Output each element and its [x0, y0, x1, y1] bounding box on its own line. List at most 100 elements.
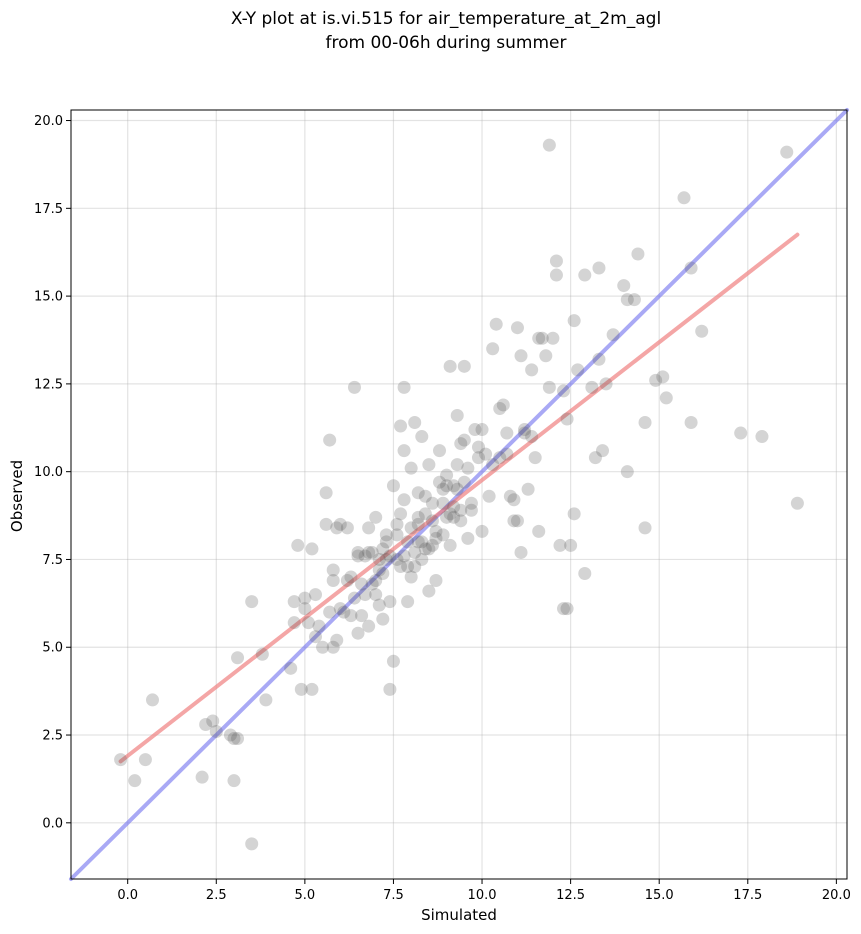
- data-point: [365, 577, 379, 591]
- data-point: [344, 570, 358, 584]
- data-point: [231, 651, 245, 665]
- data-point: [383, 549, 397, 563]
- y-tick-label: 5.0: [42, 641, 63, 656]
- data-point: [464, 496, 478, 510]
- y-tick-label: 10.0: [34, 465, 63, 480]
- data-point: [638, 521, 652, 535]
- data-point: [429, 574, 443, 588]
- data-point: [468, 423, 482, 437]
- data-point: [440, 479, 454, 493]
- data-point: [500, 426, 514, 440]
- regression-line: [118, 232, 800, 764]
- data-point: [114, 753, 128, 767]
- data-point: [571, 363, 585, 377]
- data-point: [294, 682, 308, 696]
- data-point: [365, 545, 379, 559]
- data-point: [369, 574, 383, 588]
- y-tick-label: 7.5: [42, 553, 63, 568]
- data-point: [578, 268, 592, 282]
- data-point: [301, 616, 315, 630]
- data-point: [443, 538, 457, 552]
- data-point: [340, 521, 354, 535]
- data-point: [355, 609, 369, 623]
- data-point: [422, 458, 436, 472]
- data-point: [471, 451, 485, 465]
- data-point: [422, 542, 436, 556]
- data-point: [404, 570, 418, 584]
- data-point: [351, 626, 365, 640]
- data-point: [138, 753, 152, 767]
- data-point: [372, 598, 386, 612]
- data-point: [227, 774, 241, 788]
- data-point: [528, 451, 542, 465]
- data-point: [326, 640, 340, 654]
- x-tick-label: 15.0: [645, 888, 674, 903]
- data-point: [386, 654, 400, 668]
- data-point: [493, 451, 507, 465]
- data-point: [333, 602, 347, 616]
- data-point: [620, 293, 634, 307]
- data-point: [695, 324, 709, 338]
- data-point: [514, 349, 528, 363]
- data-point: [418, 507, 432, 521]
- data-point: [620, 465, 634, 479]
- data-point: [564, 538, 578, 552]
- data-point: [376, 567, 390, 581]
- data-point: [287, 616, 301, 630]
- data-point: [425, 514, 439, 528]
- data-point: [475, 423, 489, 437]
- data-point: [245, 595, 259, 609]
- data-point: [358, 588, 372, 602]
- data-point: [347, 380, 361, 394]
- data-point: [379, 528, 393, 542]
- x-axis-label: Simulated: [421, 906, 497, 924]
- data-point: [415, 535, 429, 549]
- data-point: [401, 535, 415, 549]
- data-point: [606, 328, 620, 342]
- data-point: [525, 363, 539, 377]
- data-point: [362, 521, 376, 535]
- y-tick-label: 0.0: [42, 816, 63, 831]
- y-tick-label: 17.5: [34, 202, 63, 217]
- data-point: [450, 408, 464, 422]
- data-point: [411, 517, 425, 531]
- data-point: [649, 373, 663, 387]
- y-tick-label: 15.0: [34, 290, 63, 305]
- data-point: [259, 693, 273, 707]
- data-point: [372, 552, 386, 566]
- data-point: [542, 380, 556, 394]
- data-point: [344, 609, 358, 623]
- data-point: [372, 563, 386, 577]
- data-point: [486, 458, 500, 472]
- data-point: [535, 331, 549, 345]
- data-point: [199, 717, 213, 731]
- plot-area-frame: [70, 109, 848, 880]
- data-point: [394, 559, 408, 573]
- data-point: [231, 732, 245, 746]
- data-point: [436, 482, 450, 496]
- data-point: [532, 524, 546, 538]
- data-point: [390, 528, 404, 542]
- data-point: [684, 261, 698, 275]
- data-point: [518, 426, 532, 440]
- data-point: [532, 331, 546, 345]
- data-point: [291, 538, 305, 552]
- data-point: [457, 433, 471, 447]
- data-point: [383, 595, 397, 609]
- data-point: [471, 440, 485, 454]
- data-point: [408, 416, 422, 430]
- data-point: [209, 725, 223, 739]
- data-point: [319, 486, 333, 500]
- data-point: [489, 317, 503, 331]
- data-point: [656, 370, 670, 384]
- data-point: [383, 682, 397, 696]
- data-point: [638, 416, 652, 430]
- data-point: [333, 517, 347, 531]
- data-point: [486, 342, 500, 356]
- data-point: [443, 507, 457, 521]
- x-tick-label: 20.0: [822, 888, 851, 903]
- data-point: [496, 398, 510, 412]
- data-point: [422, 584, 436, 598]
- data-point: [397, 549, 411, 563]
